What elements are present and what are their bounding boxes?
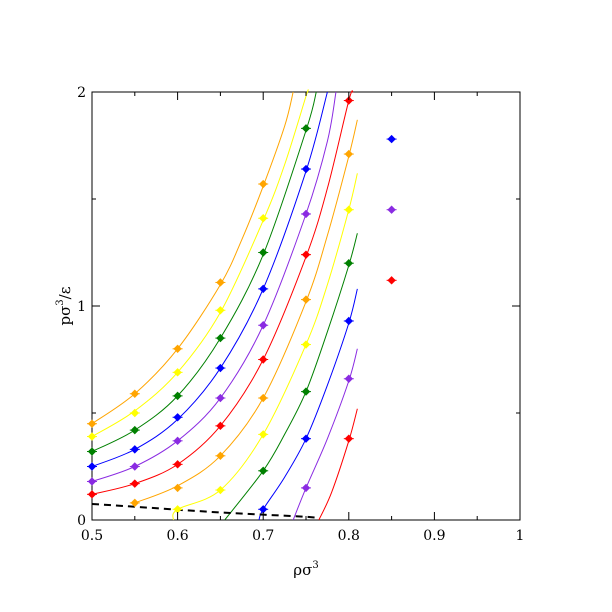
series-11-point-1	[215, 485, 226, 495]
series-4-point-1	[129, 389, 140, 398]
series-4-point-2	[172, 344, 183, 353]
series-9-point-7	[386, 276, 397, 285]
tick-labels-layer: 0.5 0.6 0.7 0.8 0.9 1 0 1 2	[77, 85, 524, 544]
series-8-point-5	[301, 209, 311, 219]
y-axis-label-post: /ε	[56, 286, 74, 299]
x-tick-label: 0.8	[338, 528, 360, 544]
series-7-point-4	[258, 284, 269, 294]
series-9-curve	[91, 90, 354, 495]
series-8-point-0	[87, 477, 97, 486]
series-6-point-1	[129, 425, 140, 435]
series-5-curve	[91, 89, 309, 437]
x-tick-label: 0.7	[252, 528, 274, 544]
series-9-point-2	[172, 460, 183, 469]
series-5-point-0	[87, 432, 97, 441]
series-0-curve	[318, 408, 358, 521]
series-2-curve	[258, 288, 358, 521]
series-0-point-0	[343, 434, 354, 443]
series-10-point-1	[215, 451, 226, 460]
series-10-point-0	[129, 498, 140, 508]
series-9-point-3	[215, 421, 226, 431]
series-5-point-1	[129, 408, 140, 418]
x-axis-label: ρσ3	[293, 560, 318, 579]
x-tick-label: 1	[516, 528, 525, 544]
series-8-curve	[91, 91, 337, 482]
x-tick-label: 0.5	[81, 528, 103, 544]
series-7-point-0	[87, 462, 97, 471]
series-5-point-4	[258, 214, 269, 223]
series-11-point-2	[258, 430, 269, 439]
series-2-point-1	[301, 434, 311, 443]
series-9-point-4	[258, 355, 269, 364]
y-tick-label: 1	[77, 299, 86, 315]
series-8-point-6	[386, 205, 397, 214]
series-11-point-4	[343, 205, 354, 214]
y-axis-label-pre: pσ	[56, 306, 74, 326]
series-1-point-0	[301, 483, 311, 493]
x-tick-label: 0.9	[423, 528, 445, 544]
series-12-point-0	[172, 483, 183, 493]
series-11-point-0	[172, 505, 183, 514]
series-6-point-0	[87, 447, 97, 456]
series-4-curve	[91, 91, 294, 425]
series-13-point-0	[386, 134, 397, 144]
series-3-point-2	[343, 259, 354, 268]
series-2-point-0	[258, 505, 269, 514]
series-7-point-1	[129, 445, 140, 454]
series-10-point-2	[258, 393, 269, 403]
series-6-point-2	[172, 391, 183, 401]
series-10-point-3	[301, 295, 311, 304]
coexistence-layer	[91, 502, 319, 519]
series-4-point-3	[215, 278, 226, 287]
series-11-point-3	[301, 340, 311, 349]
coexistence-line	[91, 502, 319, 519]
series-9-point-6	[343, 96, 354, 105]
series-10-curve	[134, 119, 358, 504]
series-8-point-4	[258, 321, 269, 330]
series-5-point-3	[215, 306, 226, 315]
series-6-point-5	[301, 124, 311, 133]
series-7-point-5	[301, 164, 311, 174]
series-3-point-1	[301, 387, 311, 396]
series-4-point-4	[258, 179, 269, 189]
x-axis-label-main: ρσ	[293, 561, 312, 579]
series-5-point-2	[172, 368, 183, 377]
ticks-layer	[91, 91, 521, 521]
y-tick-label: 0	[77, 513, 86, 529]
series-11-curve	[172, 173, 358, 521]
series-7-point-2	[172, 413, 183, 422]
points-layer	[87, 96, 397, 514]
series-9-point-1	[129, 479, 140, 488]
x-tick-label: 0.6	[166, 528, 188, 544]
y-tick-label: 2	[77, 85, 86, 101]
y-axis-label: pσ3/ε	[55, 286, 74, 325]
x-axis-label-sup: 3	[312, 560, 318, 571]
series-3-point-0	[258, 466, 269, 475]
series-2-point-2	[343, 316, 354, 326]
series-4-point-0	[87, 419, 97, 428]
series-8-point-1	[129, 462, 140, 471]
series-8-point-2	[172, 436, 183, 446]
series-10-point-4	[343, 149, 354, 159]
series-1-point-1	[343, 374, 354, 383]
series-8-point-3	[215, 393, 226, 403]
series-9-point-5	[301, 250, 311, 259]
series-1-curve	[292, 348, 358, 521]
series-9-point-0	[87, 490, 97, 499]
series-6-point-3	[215, 333, 226, 343]
series-7-point-3	[215, 363, 226, 373]
y-axis-label-sup: 3	[55, 299, 66, 305]
series-6-point-4	[258, 248, 269, 257]
